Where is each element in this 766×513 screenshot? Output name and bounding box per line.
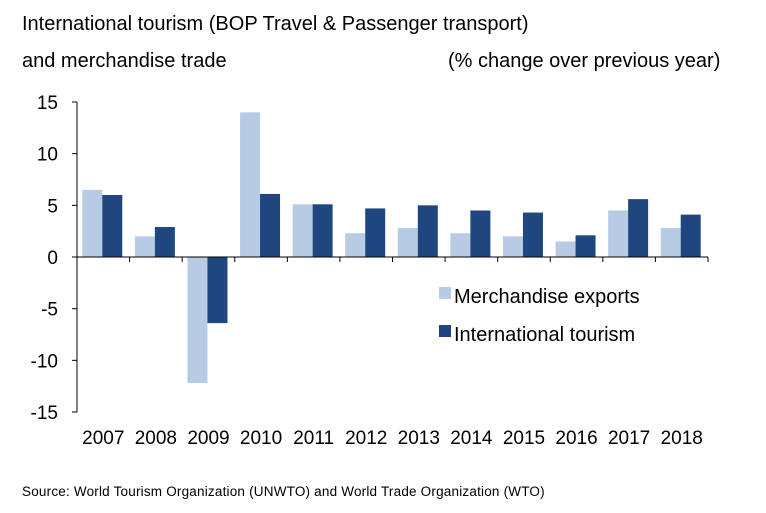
x-tick-label-2016: 2016 bbox=[555, 428, 597, 449]
merchandise-bar-2009 bbox=[187, 257, 208, 384]
y-tick-label: -5 bbox=[41, 300, 58, 321]
tourism-bar-2018 bbox=[680, 214, 701, 257]
x-tick-label-2013: 2013 bbox=[398, 428, 440, 449]
merchandise-bar-2008 bbox=[134, 236, 155, 257]
chart-title-line2: and merchandise trade bbox=[22, 50, 227, 72]
merchandise-bar-2018 bbox=[660, 228, 681, 257]
legend-swatch-merchandise bbox=[439, 287, 451, 299]
chart-title-line1: International tourism (BOP Travel & Pass… bbox=[22, 13, 529, 35]
y-tick-label: 5 bbox=[47, 196, 58, 217]
merchandise-bar-2015 bbox=[502, 236, 523, 257]
tourism-bar-2010 bbox=[260, 193, 281, 257]
tourism-bar-2016 bbox=[575, 235, 596, 257]
y-tick-label: -10 bbox=[31, 351, 58, 372]
y-tick-label: 15 bbox=[37, 93, 58, 114]
tourism-bar-2014 bbox=[470, 210, 491, 257]
merchandise-bar-2014 bbox=[450, 233, 471, 257]
merchandise-bar-2013 bbox=[397, 228, 418, 257]
legend-label-merchandise: Merchandise exports bbox=[454, 286, 640, 308]
merchandise-bar-2007 bbox=[82, 189, 103, 257]
y-tick-label: 10 bbox=[37, 145, 58, 166]
tourism-bar-2008 bbox=[154, 227, 175, 257]
x-tick-label-2008: 2008 bbox=[135, 428, 177, 449]
chart-units-label: (% change over previous year) bbox=[448, 50, 721, 72]
x-tick-label-2010: 2010 bbox=[240, 428, 282, 449]
tourism-bar-2012 bbox=[365, 208, 386, 257]
tourism-bar-2011 bbox=[312, 204, 333, 257]
x-tick-label-2017: 2017 bbox=[608, 428, 650, 449]
tourism-bar-2007 bbox=[102, 195, 123, 257]
x-tick-label-2018: 2018 bbox=[661, 428, 703, 449]
merchandise-bar-2011 bbox=[292, 204, 313, 257]
legend-label-tourism: International tourism bbox=[454, 324, 635, 346]
tourism-bar-2015 bbox=[522, 212, 543, 257]
y-tick-label: 0 bbox=[47, 248, 58, 269]
tourism-bar-2009 bbox=[207, 257, 228, 324]
source-note: Source: World Tourism Organization (UNWT… bbox=[22, 484, 545, 499]
x-tick-label-2007: 2007 bbox=[82, 428, 124, 449]
x-tick-label-2009: 2009 bbox=[187, 428, 229, 449]
tourism-bar-2017 bbox=[628, 199, 649, 257]
x-tick-label-2015: 2015 bbox=[503, 428, 545, 449]
x-tick-label-2012: 2012 bbox=[345, 428, 387, 449]
bar-chart: 15 10 5 0 -5 -10 -15 2007 2008 2009 2010 2011 2012 20… bbox=[31, 93, 709, 449]
merchandise-bar-2010 bbox=[240, 112, 261, 257]
x-tick-label-2014: 2014 bbox=[450, 428, 493, 449]
merchandise-bar-2012 bbox=[345, 233, 366, 257]
legend-swatch-tourism bbox=[439, 325, 451, 337]
merchandise-bar-2017 bbox=[608, 210, 629, 257]
y-tick-label: -15 bbox=[31, 403, 58, 424]
x-tick-label-2011: 2011 bbox=[293, 428, 334, 449]
merchandise-bar-2016 bbox=[555, 241, 576, 257]
tourism-bar-2013 bbox=[417, 205, 438, 257]
